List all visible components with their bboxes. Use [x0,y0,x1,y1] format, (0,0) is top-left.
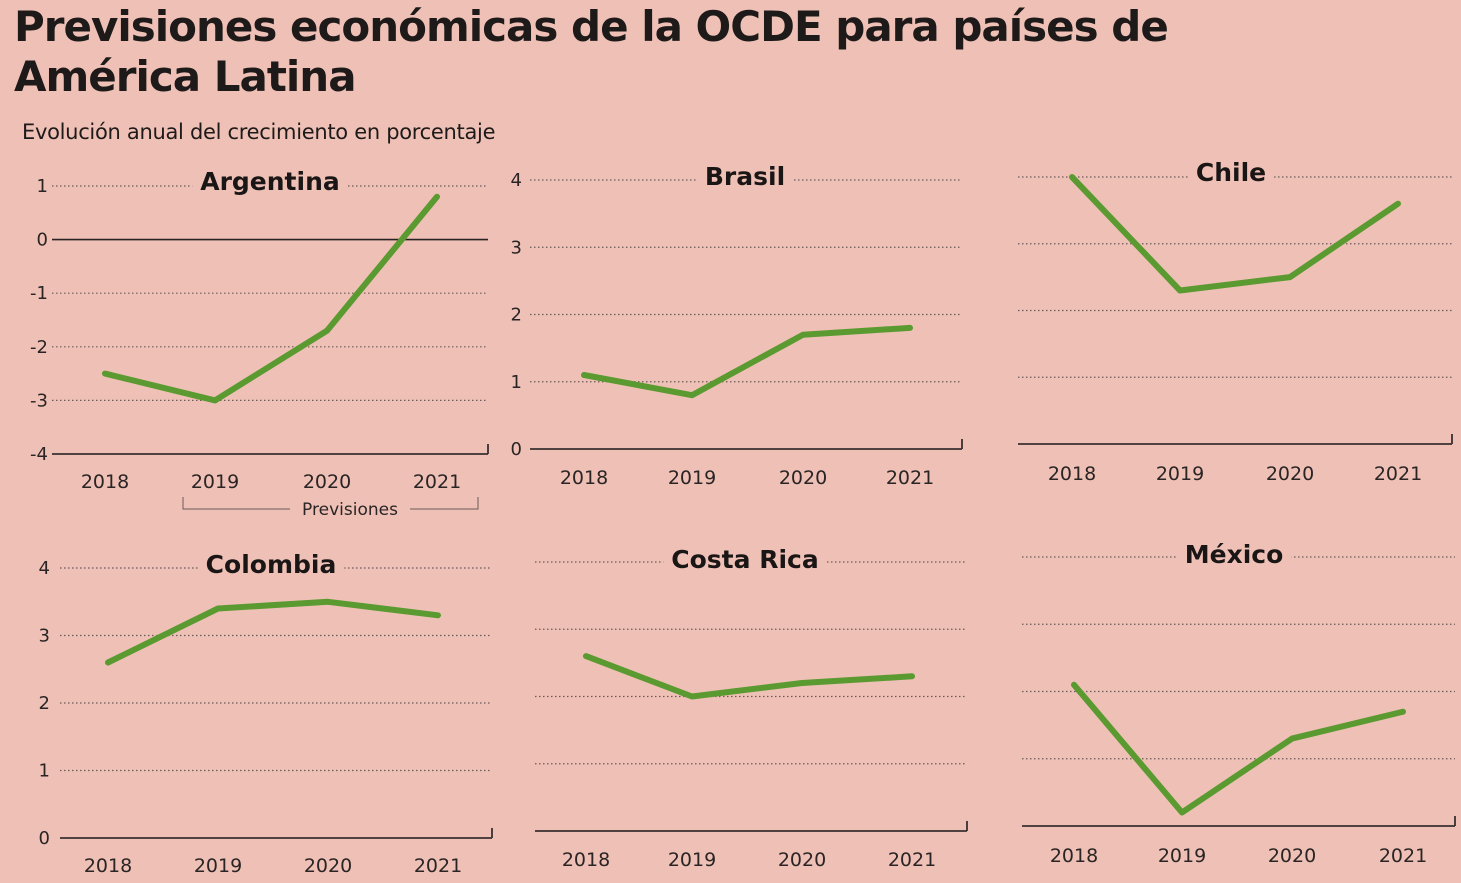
argentina-title-bg [192,167,348,196]
argentina-y-tick-label: -2 [30,337,48,358]
chile-x-tick-label: 2021 [1374,463,1422,485]
argentina-y-tick-label: 0 [37,230,48,251]
mexico-x-tick-label: 2018 [1050,845,1098,867]
costa-rica-x-tick-label: 2021 [888,849,936,871]
chile-title-bg [1187,158,1275,187]
mexico-x-tick-label: 2021 [1379,845,1427,867]
colombia-x-tick-label: 2020 [304,855,352,877]
colombia-x-tick-label: 2021 [414,855,462,877]
chile-chart-title: Chile [1196,158,1266,187]
chile-series-line [1069,174,1401,294]
colombia-x-tick-label: 2018 [84,855,132,877]
brasil-x-tick-label: 2021 [886,467,934,489]
brasil-y-tick-label: 2 [511,305,522,326]
costa-rica-chart-title: Costa Rica [671,545,818,574]
brasil-y-tick-label: 4 [511,170,522,191]
brasil-chart-title: Brasil [705,162,785,191]
costa-rica-x-tick-label: 2019 [668,849,716,871]
colombia-x-tick-label: 2019 [194,855,242,877]
colombia-y-tick-label: 1 [39,761,50,782]
chile-x-tick-label: 2019 [1156,463,1204,485]
argentina-series-line [102,193,440,404]
colombia-series-line [105,598,441,666]
mexico-title-bg [1176,540,1292,569]
colombia-title-bg [197,550,345,579]
mexico-series-line [1071,681,1406,816]
argentina-y-tick-label: 1 [37,176,48,197]
costa-rica-title-bg [663,545,827,574]
argentina-chart-title: Argentina [200,167,340,196]
mexico-x-tick-label: 2020 [1268,845,1316,867]
colombia-y-tick-label: 4 [39,558,50,579]
previsiones-label-bg [290,498,410,520]
chile-x-tick-label: 2018 [1048,463,1096,485]
colombia-chart-title: Colombia [206,550,337,579]
brasil-y-tick-label: 0 [511,439,522,460]
costa-rica-x-tick-label: 2020 [778,849,826,871]
costa-rica-series-line [583,653,915,700]
argentina-x-tick-label: 2020 [303,471,351,493]
argentina-x-tick-label: 2021 [413,471,461,493]
brasil-series-line [581,324,913,399]
colombia-y-tick-label: 0 [39,828,50,849]
mexico-x-tick-label: 2019 [1158,845,1206,867]
page-subtitle: Evolución anual del crecimiento en porce… [22,120,496,144]
page-title: Previsiones económicas de la OCDE para p… [14,2,1169,101]
brasil-y-tick-label: 3 [511,237,522,258]
colombia-y-tick-label: 2 [39,693,50,714]
brasil-x-tick-label: 2019 [668,467,716,489]
mexico-chart-title: México [1185,540,1284,569]
brasil-y-tick-label: 1 [511,372,522,393]
argentina-x-tick-label: 2018 [81,471,129,493]
argentina-y-tick-label: -1 [30,283,48,304]
brasil-x-tick-label: 2020 [779,467,827,489]
chile-x-tick-label: 2020 [1266,463,1314,485]
previsiones-label: Previsiones [302,500,398,520]
colombia-y-tick-label: 3 [39,626,50,647]
costa-rica-x-tick-label: 2018 [562,849,610,871]
brasil-x-tick-label: 2018 [560,467,608,489]
brasil-title-bg [696,162,794,191]
argentina-x-tick-label: 2019 [191,471,239,493]
argentina-y-tick-label: -3 [30,390,48,411]
argentina-y-tick-label: -4 [30,444,48,465]
